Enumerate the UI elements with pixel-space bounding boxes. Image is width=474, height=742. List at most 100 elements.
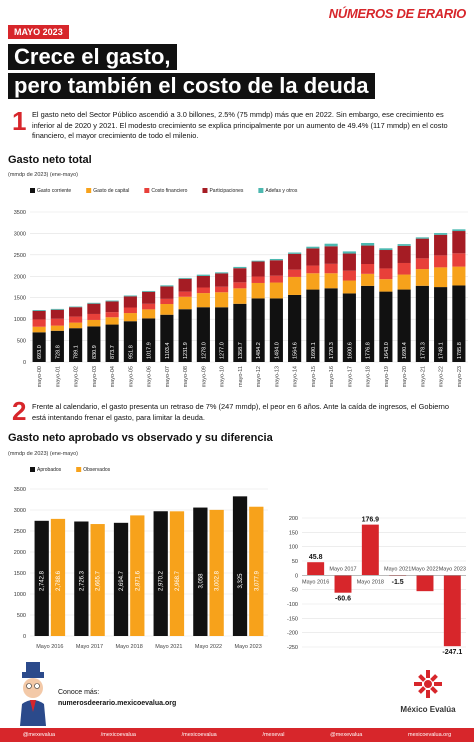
legend-swatch [30, 188, 35, 193]
bar-segment [50, 309, 64, 319]
bar-segment [160, 285, 174, 287]
value-label: -247.1 [442, 649, 462, 656]
y-tick-label: 1000 [14, 592, 26, 598]
bar-segment [288, 276, 302, 295]
y-tick-label: -150 [287, 616, 298, 622]
y-tick-label: 0 [295, 573, 298, 579]
value-label: 2,871.6 [135, 570, 141, 591]
legend-label: Gasto corriente [37, 188, 71, 194]
social-handle[interactable]: @mexevalua [330, 732, 363, 738]
x-tick-label: mayo-20 [402, 366, 408, 387]
social-handle[interactable]: /mexeval [262, 732, 285, 738]
social-handle[interactable]: /mexicoevalua [181, 732, 217, 738]
brand-mark [414, 670, 442, 698]
bar-segment [379, 250, 393, 269]
value-label: 873.7 [110, 345, 116, 359]
chart-title: Gasto neto total [8, 154, 92, 166]
bar [193, 507, 208, 636]
bar-segment [32, 332, 46, 362]
x-tick-label: mayo-11 [238, 366, 244, 387]
bar [90, 524, 105, 636]
bar-segment [178, 278, 192, 292]
bar-segment [251, 282, 265, 299]
bar-segment [452, 253, 466, 267]
value-label: 1358.7 [238, 342, 244, 359]
bar-segment [142, 309, 156, 319]
bar-segment [251, 276, 265, 283]
social-handle[interactable]: @mexevalua [22, 732, 56, 738]
bar-segment [178, 277, 192, 279]
bar-segment [306, 246, 320, 249]
value-label: 2,742.8 [40, 570, 46, 591]
value-label: 951.8 [128, 345, 134, 359]
x-tick-label: Mayo 2022 [195, 644, 222, 650]
y-tick-label: 1500 [14, 571, 26, 577]
value-label: 3,077.9 [254, 570, 260, 591]
bar-segment [160, 298, 174, 304]
social-handle[interactable]: /mexicoevalua [100, 732, 136, 738]
value-label: 1277.0 [220, 342, 226, 359]
legend-label: Adefas y otros [265, 188, 297, 194]
bar-segment [324, 263, 338, 274]
bar-segment [342, 253, 356, 271]
value-label: 1278.0 [201, 342, 207, 359]
bar-segment [269, 260, 283, 276]
x-tick-label: mayo-04 [110, 366, 116, 387]
y-tick-label: 200 [289, 516, 298, 522]
bar-segment [178, 291, 192, 297]
bar-segment [105, 300, 119, 302]
bar-segment [324, 243, 338, 247]
bar-segment [215, 307, 229, 362]
value-label: 3,058 [198, 573, 204, 589]
bar [34, 520, 49, 636]
bar-segment [415, 258, 429, 270]
mascot [20, 662, 46, 726]
x-tick-label: mayo-08 [183, 366, 189, 387]
value-label: 45.8 [309, 554, 323, 561]
bar [361, 524, 379, 576]
bar-segment [434, 233, 448, 235]
bar-segment [251, 298, 265, 362]
bar-segment [233, 268, 247, 283]
y-tick-label: 500 [17, 613, 26, 619]
bar-segment [87, 313, 101, 320]
value-label: 2,968.7 [175, 570, 181, 591]
bar-segment [342, 270, 356, 281]
y-tick-label: 2500 [14, 253, 26, 259]
bar [307, 562, 325, 576]
y-tick-label: -100 [287, 602, 298, 608]
bar [334, 575, 352, 593]
bar-segment [69, 316, 83, 323]
bar-segment [324, 288, 338, 362]
legend-swatch [30, 467, 35, 472]
bar-segment [196, 293, 210, 308]
y-tick-label: 150 [289, 530, 298, 536]
bar-segment [160, 314, 174, 362]
bar-segment [69, 322, 83, 329]
bar-segment [233, 282, 247, 289]
x-tick-label: mayo-05 [128, 366, 134, 387]
y-tick-label: 0 [23, 360, 26, 366]
bar-segment [361, 245, 375, 264]
title-line: Crece el gasto, [8, 44, 177, 70]
y-tick-label: 3500 [14, 487, 26, 493]
bar-segment [452, 285, 466, 362]
bar [130, 515, 145, 636]
y-tick-label: 50 [292, 559, 298, 565]
x-tick-label: mayo-10 [220, 366, 226, 387]
bar-segment [233, 266, 247, 269]
bar-segment [306, 265, 320, 274]
bar-segment [32, 326, 46, 333]
x-tick-label: mayo-06 [147, 366, 153, 387]
bar-segment [288, 269, 302, 277]
legend-swatch [86, 188, 92, 193]
bar-segment [50, 325, 64, 331]
bar-segment [342, 280, 356, 294]
social-handle[interactable]: mexicoevalua.org [408, 732, 452, 738]
chart-subtitle: (mmdp de 2023) (ene-mayo) [8, 451, 78, 457]
bar-segment [342, 293, 356, 362]
value-label: 2,694.7 [119, 570, 125, 591]
bar-segment [397, 244, 411, 246]
x-tick-label: mayo-01 [55, 366, 61, 387]
bar-segment [50, 330, 64, 362]
